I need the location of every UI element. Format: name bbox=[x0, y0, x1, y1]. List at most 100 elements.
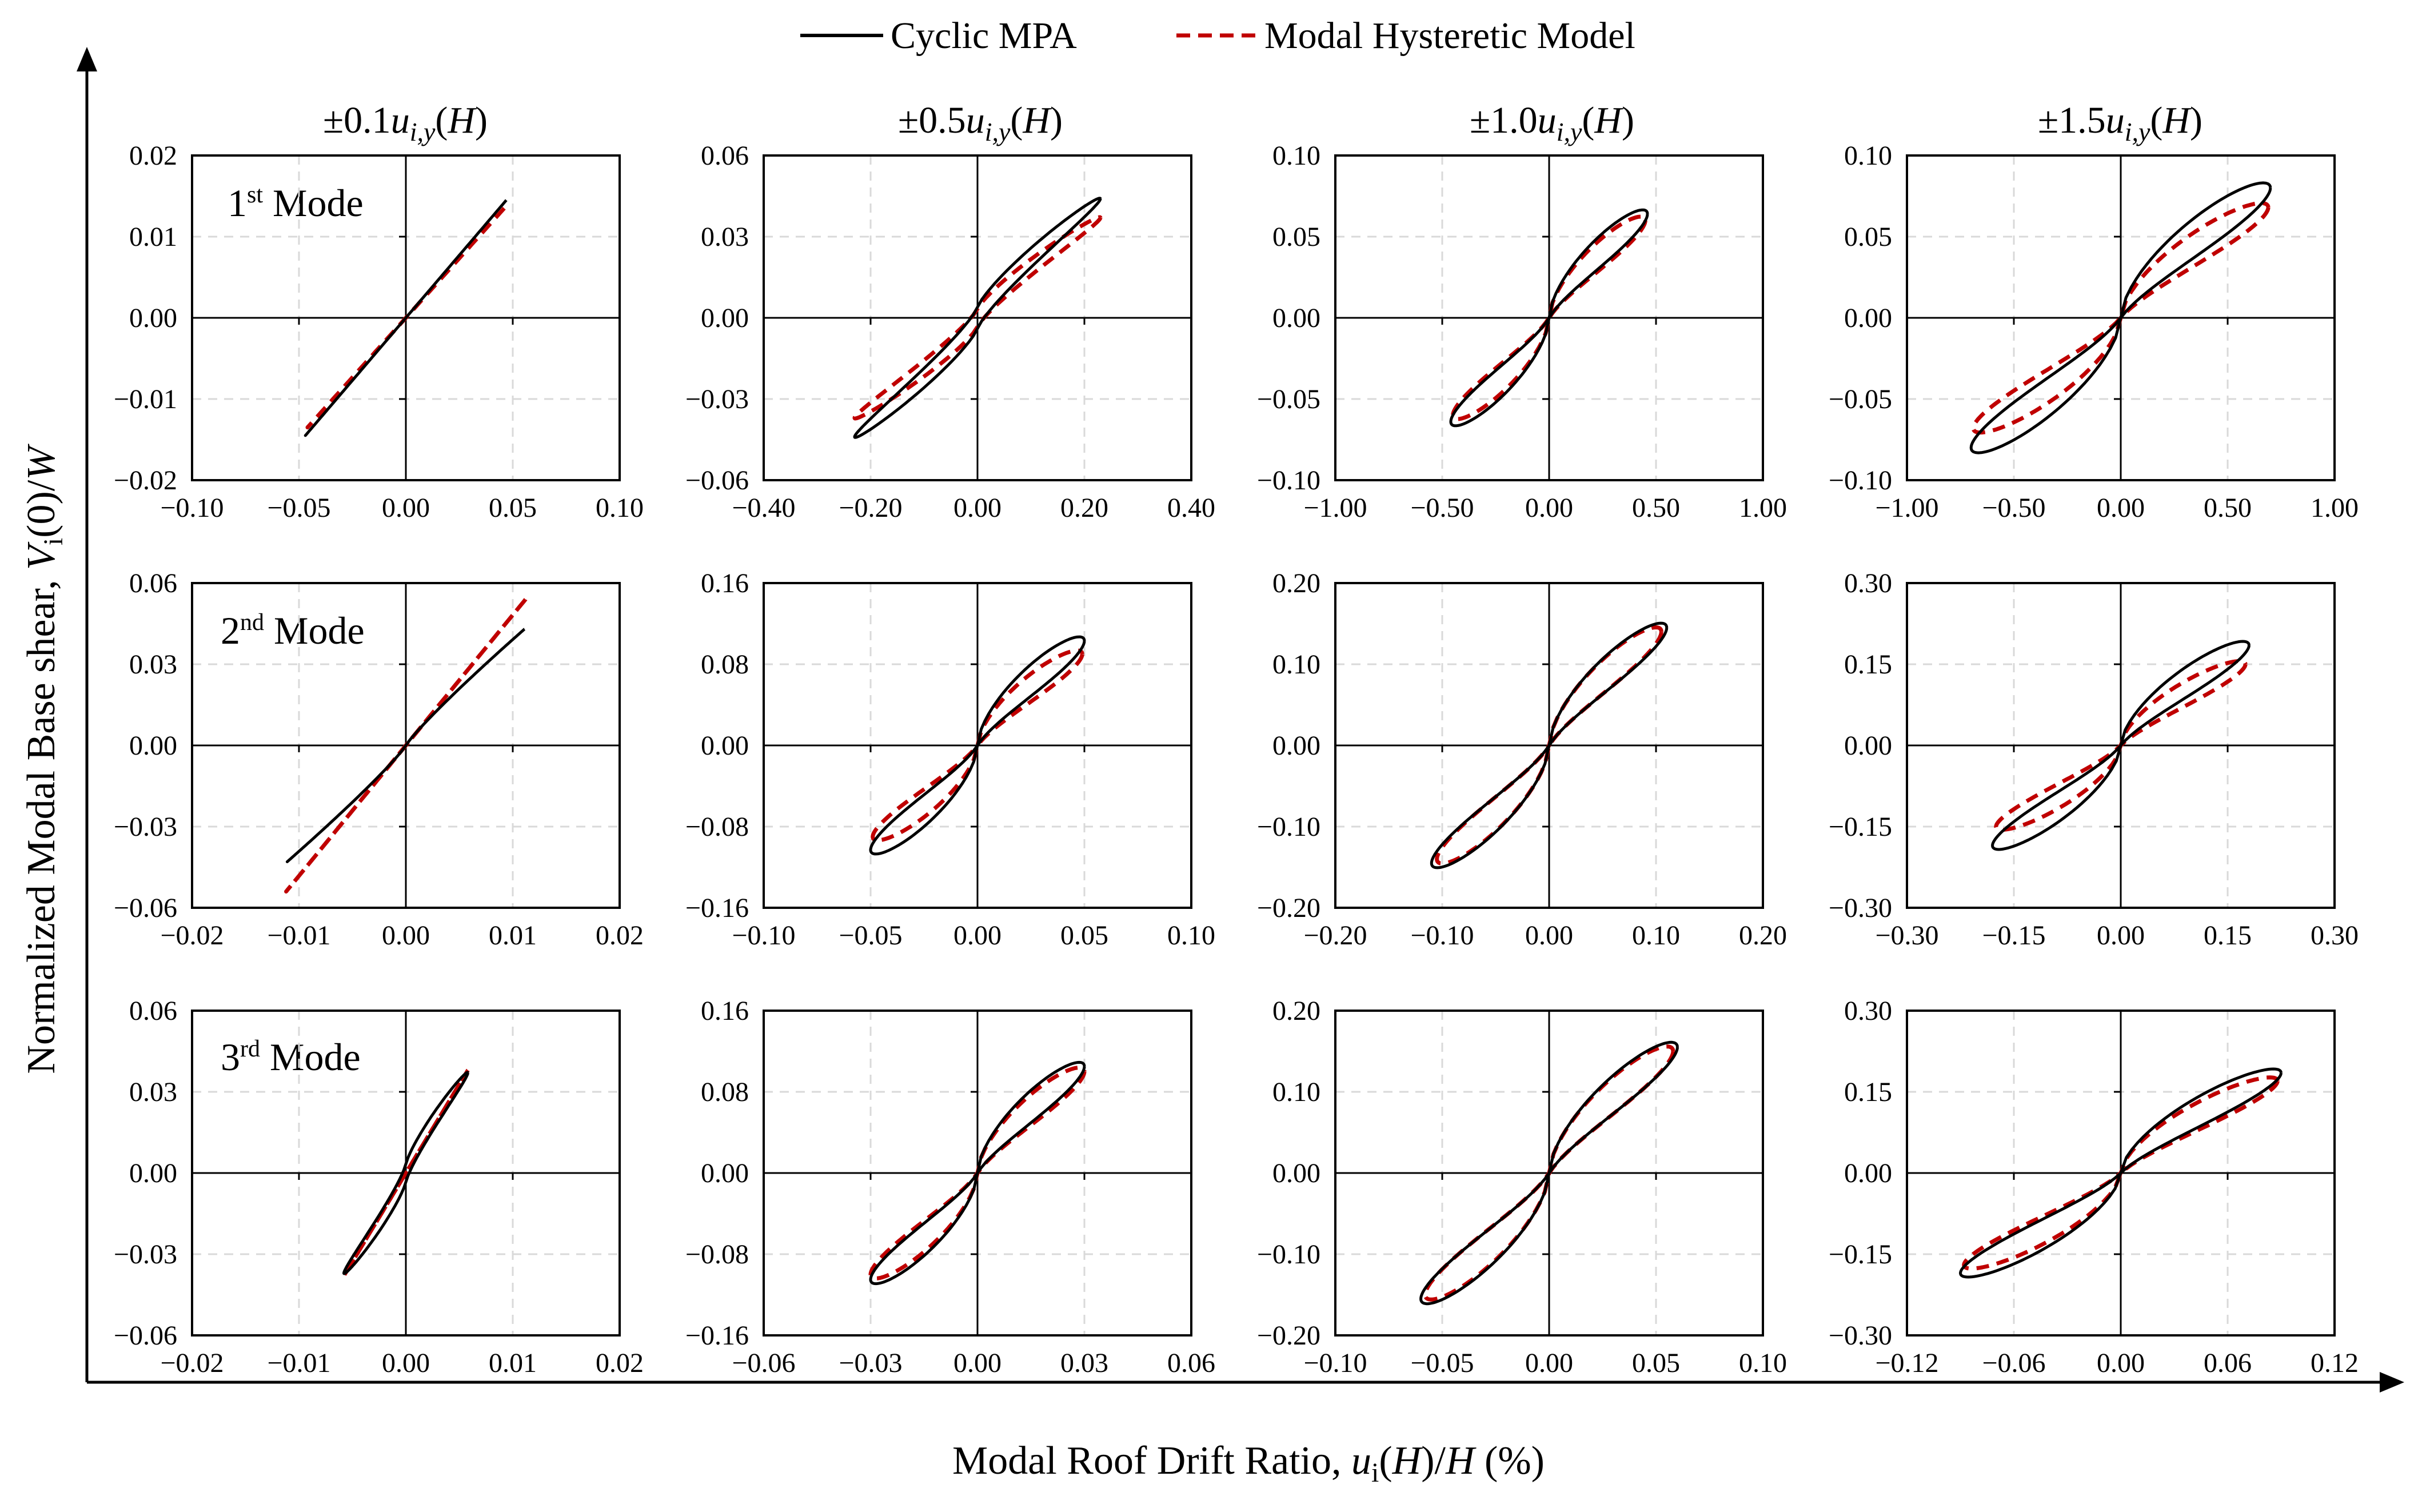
y-tick-label: −0.06 bbox=[685, 465, 749, 496]
x-tick-label: 0.05 bbox=[1632, 1348, 1680, 1378]
x-tick-label: 0.03 bbox=[1060, 1348, 1108, 1378]
x-tick-label: −0.05 bbox=[839, 920, 902, 951]
y-tick-label: −0.15 bbox=[1829, 812, 1892, 842]
y-tick-label: −0.08 bbox=[685, 1239, 749, 1270]
y-tick-label: 0.10 bbox=[1272, 141, 1320, 171]
x-tick-label: 0.00 bbox=[382, 493, 430, 523]
y-tick-label: 0.10 bbox=[1844, 141, 1892, 171]
outer-x-arrow bbox=[2380, 1372, 2404, 1393]
series-modal-hysteretic bbox=[305, 206, 506, 430]
y-tick-label: −0.01 bbox=[114, 384, 177, 414]
y-tick-label: 0.30 bbox=[1844, 568, 1892, 599]
y-tick-label: 0.00 bbox=[1272, 731, 1320, 761]
x-tick-label: 0.06 bbox=[2204, 1348, 2252, 1378]
series-modal-hysteretic bbox=[1971, 201, 2271, 435]
series-modal-hysteretic bbox=[852, 215, 1103, 421]
x-tick-label: −0.50 bbox=[1410, 493, 1474, 523]
y-tick-label: −0.06 bbox=[114, 893, 177, 923]
x-tick-label: 0.05 bbox=[489, 493, 537, 523]
series-cyclic-mpa bbox=[304, 198, 508, 437]
y-tick-label: −0.03 bbox=[114, 1239, 177, 1270]
x-tick-label: −0.50 bbox=[1982, 493, 2045, 523]
y-tick-label: 0.20 bbox=[1272, 996, 1320, 1026]
y-tick-label: −0.16 bbox=[685, 1320, 749, 1351]
y-tick-label: 0.06 bbox=[701, 141, 749, 171]
x-tick-label: 0.40 bbox=[1167, 493, 1215, 523]
series-cyclic-mpa bbox=[342, 1071, 469, 1275]
panel-r2-c1: −0.02 −0.01 0.00 0.01 0.02 0.06 0.03 0.00 −0.03 −… bbox=[114, 568, 644, 951]
y-tick-label: 0.20 bbox=[1272, 568, 1320, 599]
x-tick-label: 0.00 bbox=[382, 1348, 430, 1378]
y-tick-label: 0.01 bbox=[129, 222, 177, 252]
x-tick-label: 0.00 bbox=[1525, 1348, 1573, 1378]
x-tick-label: 0.00 bbox=[1525, 493, 1573, 523]
panels: −0.10 −0.05 0.00 0.05 0.100.020.010.00−0.01−… bbox=[114, 141, 2359, 1378]
x-tick-label: 0.05 bbox=[1060, 920, 1108, 951]
y-tick-label: 0.08 bbox=[701, 1077, 749, 1107]
x-tick-label: 0.15 bbox=[2204, 920, 2252, 951]
column-title-4: ±1.5ui,y(H) bbox=[2038, 99, 2202, 146]
series-modal-hysteretic bbox=[1994, 659, 2248, 832]
legend-cyclic-label: Cyclic MPA bbox=[891, 15, 1077, 57]
x-tick-label: 0.10 bbox=[1632, 920, 1680, 951]
y-tick-label: −0.03 bbox=[114, 812, 177, 842]
y-tick-label: −0.15 bbox=[1829, 1239, 1892, 1270]
column-titles: ±0.1ui,y(H) ±0.5ui,y(H) ±1.0ui,y(H) ±1.5… bbox=[323, 99, 2202, 146]
y-tick-label: 0.03 bbox=[129, 1077, 177, 1107]
outer-axes bbox=[77, 47, 2404, 1393]
x-tick-label: 0.01 bbox=[489, 920, 537, 951]
x-axis-title: Modal Roof Drift Ratio, ui(H)/H (%) bbox=[952, 1439, 1545, 1488]
panel-r1-c2: −0.40 −0.20 0.00 0.20 0.40 0.06 0.03 0.00 −0.03 −… bbox=[685, 141, 1215, 523]
x-tick-label: 0.50 bbox=[2204, 493, 2252, 523]
y-tick-label: −0.20 bbox=[1257, 893, 1320, 923]
series-cyclic-mpa bbox=[869, 635, 1086, 856]
x-tick-label: −0.06 bbox=[1982, 1348, 2045, 1378]
x-tick-label: −0.20 bbox=[839, 493, 902, 523]
outer-y-arrow bbox=[77, 47, 97, 71]
x-tick-label: −0.30 bbox=[1875, 920, 1938, 951]
x-tick-label: 0.00 bbox=[953, 920, 1001, 951]
y-tick-label: 0.05 bbox=[1272, 222, 1320, 252]
x-tick-label: −0.20 bbox=[1303, 920, 1367, 951]
x-tick-label: −0.05 bbox=[1410, 1348, 1474, 1378]
x-tick-label: 0.30 bbox=[2311, 920, 2359, 951]
mode-labels: 1st Mode 2nd Mode 3rd Mode bbox=[221, 181, 365, 1079]
series-cyclic-mpa bbox=[869, 1060, 1086, 1286]
x-tick-label: −0.01 bbox=[267, 920, 330, 951]
y-tick-label: 0.00 bbox=[1844, 303, 1892, 333]
panel-r3-c4: −0.12 −0.06 0.00 0.06 0.12 0.30 0.15 0.00 −0.15 −… bbox=[1829, 996, 2359, 1378]
x-tick-label: 0.20 bbox=[1739, 920, 1787, 951]
series-cyclic-mpa bbox=[1959, 1067, 2283, 1279]
panel-r3-c2: −0.06 −0.03 0.00 0.03 0.06 0.16 0.08 0.00 −0.08 −… bbox=[685, 996, 1215, 1378]
x-tick-label: −0.10 bbox=[1303, 1348, 1367, 1378]
x-tick-label: 0.02 bbox=[596, 1348, 644, 1378]
y-tick-label: 0.16 bbox=[701, 568, 749, 599]
y-tick-label: −0.10 bbox=[1829, 465, 1892, 496]
x-tick-label: −0.06 bbox=[732, 1348, 795, 1378]
mode-label-2: 2nd Mode bbox=[221, 609, 365, 652]
x-tick-label: −0.10 bbox=[1410, 920, 1474, 951]
panel-r1-c4: −1.00 −0.50 0.00 0.50 1.00 0.10 0.05 0.00 −0.05 −… bbox=[1829, 141, 2359, 523]
x-tick-label: −1.00 bbox=[1875, 493, 1938, 523]
mode-label-1: 1st Mode bbox=[228, 181, 364, 225]
y-tick-label: −0.10 bbox=[1257, 812, 1320, 842]
panel-r2-c2: −0.10 −0.05 0.00 0.05 0.10 0.16 0.08 0.00 −0.08 −… bbox=[685, 568, 1215, 951]
x-tick-label: −0.15 bbox=[1982, 920, 2045, 951]
x-tick-label: −0.02 bbox=[160, 1348, 224, 1378]
legend-modal-label: Modal Hysteretic Model bbox=[1264, 15, 1635, 57]
series-cyclic-mpa bbox=[1419, 1040, 1679, 1306]
x-tick-label: 1.00 bbox=[2311, 493, 2359, 523]
y-tick-label: 0.15 bbox=[1844, 1077, 1892, 1107]
y-tick-label: −0.30 bbox=[1829, 893, 1892, 923]
y-tick-label: −0.08 bbox=[685, 812, 749, 842]
panel-r2-c4: −0.30 −0.15 0.00 0.15 0.30 0.30 0.15 0.00 −0.15 −… bbox=[1829, 568, 2359, 951]
series-cyclic-mpa bbox=[1991, 640, 2251, 851]
x-tick-label: −0.10 bbox=[732, 920, 795, 951]
y-tick-label: 0.06 bbox=[129, 996, 177, 1026]
series-cyclic-mpa bbox=[285, 628, 526, 863]
panel-r1-c1: −0.10 −0.05 0.00 0.05 0.10 0.02 0.01 0.00 −0.01 −… bbox=[114, 141, 644, 523]
panel-r3-c1: −0.02 −0.01 0.00 0.01 0.02 0.06 0.03 0.00 −0.03 −… bbox=[114, 996, 644, 1378]
series-modal-hysteretic bbox=[1451, 214, 1647, 421]
y-tick-label: 0.30 bbox=[1844, 996, 1892, 1026]
x-tick-label: 0.10 bbox=[1167, 920, 1215, 951]
